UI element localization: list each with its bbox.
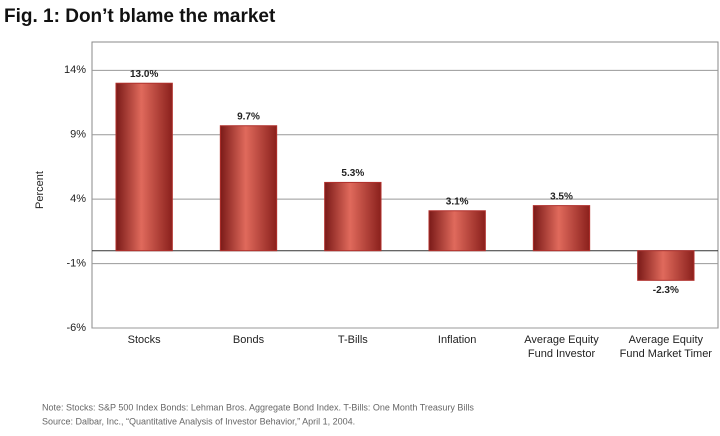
note: Note: Stocks: S&P 500 Index Bonds: Lehma… [42, 402, 474, 412]
x-tick-label: T-Bills [337, 334, 368, 346]
bar [324, 181, 382, 252]
y-tick-label: 4% [70, 193, 86, 205]
x-tick-label: Stocks [127, 334, 161, 346]
bar [637, 250, 695, 281]
x-tick-label: Inflation [437, 334, 477, 346]
data-label: -2.3% [653, 285, 679, 296]
data-label: 13.0% [130, 69, 158, 80]
chart-title: Fig. 1: Don’t blame the market [4, 6, 276, 27]
note: Source: Dalbar, Inc., “Quantitative Anal… [42, 416, 355, 426]
bar [428, 210, 486, 252]
data-label: 9.7% [237, 111, 260, 122]
bar [219, 125, 278, 252]
data-label: 3.1% [446, 196, 469, 207]
plot-frame [91, 41, 719, 329]
bar [532, 205, 591, 252]
x-tick-label: Average Equity Fund Investor [524, 334, 599, 360]
bar [115, 82, 173, 252]
y-tick-label: 14% [64, 64, 86, 76]
y-tick-label: -1% [66, 257, 86, 269]
y-tick-label: 9% [70, 129, 86, 141]
x-tick-label: Average Equity Fund Market Timer [619, 334, 712, 360]
x-tick-label: Bonds [232, 334, 265, 346]
data-label: 5.3% [341, 168, 364, 179]
data-label: 3.5% [550, 191, 573, 202]
y-tick-label: -6% [66, 322, 86, 334]
y-axis-label: Percent [34, 171, 46, 209]
